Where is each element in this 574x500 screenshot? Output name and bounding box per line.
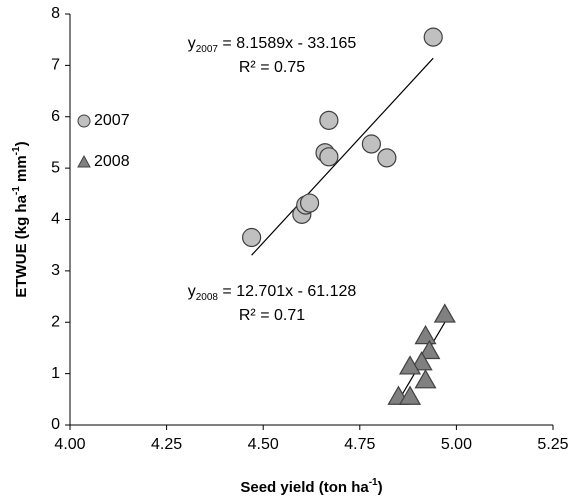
trend-equation: y2007 = 8.1589x - 33.165 — [188, 35, 357, 54]
label-part: y — [188, 283, 196, 300]
trendline — [251, 57, 434, 256]
label-part: = 12.701x - 61.128 — [218, 283, 356, 300]
trend-equation: y2008 = 12.701x - 61.128 — [188, 283, 357, 302]
data-point — [361, 134, 381, 154]
y-tick-label: 2 — [51, 313, 60, 330]
x-tick-label: 4.75 — [344, 436, 375, 453]
y-tick-label: 5 — [51, 159, 60, 176]
subscript: 2008 — [196, 292, 219, 303]
data-point — [242, 227, 262, 248]
y-tick-label: 1 — [51, 365, 60, 382]
y-tick-label: 7 — [51, 57, 60, 74]
y-tick-label: 6 — [51, 108, 60, 125]
label-part: mm — [13, 155, 30, 186]
data-point — [319, 110, 339, 130]
data-point — [414, 324, 437, 345]
legend-label: 2008 — [94, 153, 130, 170]
x-tick-label: 5.25 — [537, 436, 568, 453]
data-point — [433, 303, 456, 323]
y-tick-label: 3 — [51, 262, 60, 279]
superscript: -1 — [369, 477, 378, 488]
x-tick-label: 4.50 — [248, 436, 279, 453]
x-tick-label: 4.00 — [54, 436, 85, 453]
x-axis-title: Seed yield (ton ha-1) — [240, 477, 382, 496]
y-tick-label: 8 — [51, 5, 60, 22]
data-point — [377, 148, 397, 168]
r-squared: R² = 0.75 — [239, 59, 305, 76]
data-point — [414, 369, 437, 389]
label-part: Seed yield (ton ha — [240, 479, 369, 496]
superscript: -1 — [11, 186, 22, 195]
label-part: ) — [378, 479, 383, 496]
superscript: -1 — [11, 146, 22, 155]
legend-label: 2007 — [94, 112, 130, 129]
x-tick-label: 5.00 — [441, 436, 472, 453]
y-tick-label: 0 — [51, 416, 60, 433]
subscript: 2007 — [196, 44, 219, 55]
r-squared: R² = 0.71 — [239, 307, 305, 324]
data-point — [410, 351, 433, 371]
label-part: ) — [13, 141, 30, 146]
data-point — [398, 385, 422, 405]
data-point — [398, 355, 422, 375]
legend-marker — [77, 114, 91, 128]
label-part: = 8.1589x - 33.165 — [218, 35, 356, 52]
data-point — [299, 193, 320, 213]
label-part: y — [188, 35, 196, 52]
data-point — [423, 27, 443, 47]
x-tick-label: 4.25 — [151, 436, 182, 453]
data-point — [319, 147, 339, 167]
y-tick-label: 4 — [51, 211, 60, 228]
legend-marker — [77, 154, 91, 168]
label-part: ETWUE (kg ha — [13, 194, 30, 297]
data-point — [418, 339, 441, 360]
y-axis-title: ETWUE (kg ha-1 mm-1) — [11, 141, 30, 297]
